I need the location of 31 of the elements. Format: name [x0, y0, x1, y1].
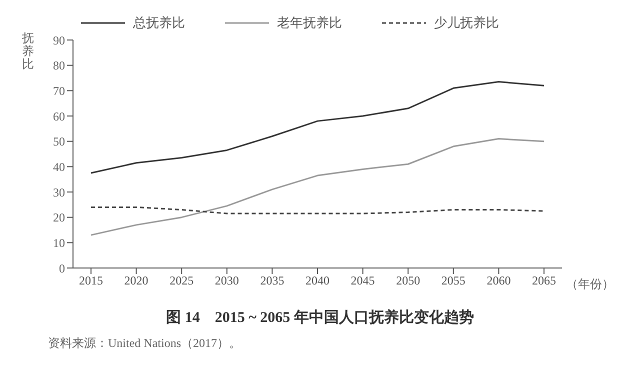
legend-label: 少儿抚养比 — [433, 14, 499, 32]
x-tick-label: 2020 — [124, 274, 148, 288]
text: 资料来源：United Nations（2017）。 — [48, 335, 242, 352]
x-tick-label: 2025 — [170, 274, 194, 288]
y-tick-label: 60 — [53, 109, 65, 124]
x-axis-title: （年份） — [566, 277, 614, 291]
y-tick-label: 50 — [53, 134, 65, 149]
text: 图 14 2015 ~ 2065 年中国人口抚养比变化趋势 — [165, 308, 475, 327]
x-tick-label: 2065 — [532, 274, 556, 288]
x-tick-label: 2030 — [214, 274, 239, 288]
y-tick-label: 10 — [53, 236, 65, 250]
legend-label: 老年抚养比 — [276, 14, 342, 32]
y-tick-label: 30 — [53, 185, 65, 200]
y-tick-label: 80 — [53, 58, 65, 73]
x-tick-label: 2060 — [486, 274, 511, 288]
x-tick-label: 2050 — [396, 274, 420, 288]
y-tick-label: 70 — [53, 84, 65, 98]
y-tick-label: 90 — [53, 33, 65, 48]
y-tick-label: 40 — [53, 160, 65, 174]
x-tick-label: 2040 — [306, 274, 330, 288]
x-tick-label: 2015 — [79, 274, 103, 288]
y-tick-label: 0 — [59, 261, 65, 276]
line-series — [90, 81, 545, 174]
y-tick-label: 20 — [53, 210, 65, 225]
y-axis-title: 抚养比 — [21, 31, 34, 71]
legend-label: 总抚养比 — [132, 14, 185, 32]
x-tick-label: 2045 — [350, 274, 375, 288]
x-tick-label: 2055 — [441, 274, 466, 288]
line-series — [90, 206, 545, 214]
x-tick-label: 2035 — [260, 274, 284, 288]
line-series — [90, 138, 545, 236]
